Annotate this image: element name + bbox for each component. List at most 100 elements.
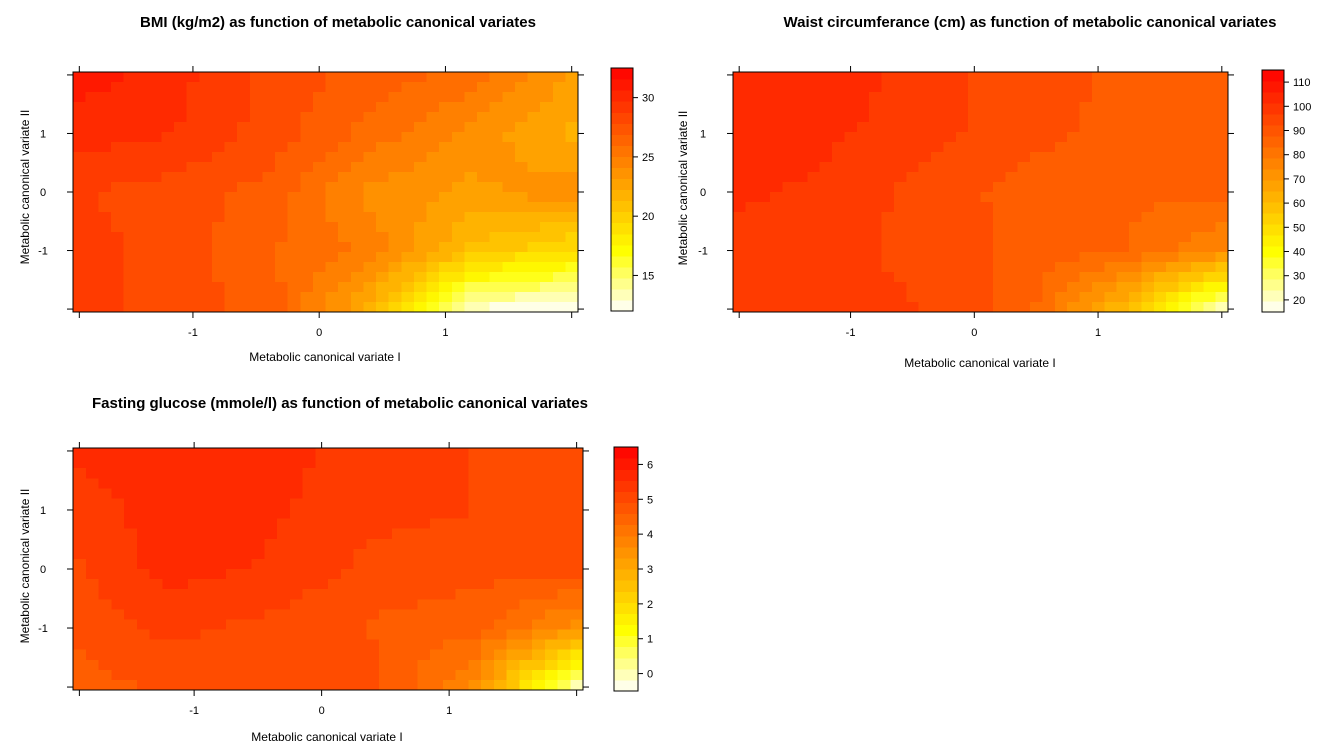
bmi-heat-cell: [388, 112, 402, 123]
bmi-heat-cell: [413, 112, 428, 123]
waist-heat-cell: [1178, 142, 1192, 153]
glucose-heat-cell: [570, 498, 584, 510]
waist-heat-cell: [893, 92, 907, 103]
waist-heat-cell: [1141, 162, 1155, 173]
glucose-heat-cell: [85, 508, 100, 520]
glucose-heat-cell: [544, 669, 559, 681]
waist-heat-cell: [918, 272, 932, 283]
glucose-heat-cell: [379, 609, 393, 621]
waist-heat-cell: [931, 212, 944, 223]
bmi-heat-cell: [161, 72, 175, 83]
bmi-heat-cell: [514, 162, 529, 173]
glucose-heat-cell: [493, 609, 508, 621]
waist-heat-cell: [1079, 242, 1093, 253]
waist-heat-cell: [1079, 182, 1093, 193]
waist-heat-cell: [1215, 152, 1229, 163]
bmi-heat-cell: [161, 172, 175, 183]
glucose-heat-cell: [111, 498, 125, 510]
waist-heat-cell: [807, 152, 821, 163]
glucose-heat-cell: [430, 538, 444, 550]
glucose-heat-cell: [328, 548, 342, 560]
waist-heat-cell: [1190, 262, 1204, 273]
bmi-heat-cell: [85, 112, 99, 123]
glucose-heat-cell: [391, 518, 406, 530]
waist-heat-cell: [807, 162, 821, 173]
glucose-heat-cell: [264, 458, 278, 469]
waist-heat-cell: [881, 192, 895, 203]
bmi-heat-cell: [401, 102, 415, 113]
waist-heat-cell: [794, 172, 808, 183]
glucose-heat-cell: [379, 478, 393, 489]
glucose-heat-cell: [277, 619, 291, 631]
bmi-heat-cell: [262, 82, 276, 93]
bmi-heat-cell: [174, 132, 188, 143]
waist-heat-cell: [955, 242, 969, 253]
glucose-heat-cell: [366, 468, 380, 479]
glucose-heat-cell: [238, 649, 253, 661]
bmi-heat-cell: [275, 92, 289, 103]
glucose-heat-cell: [226, 448, 240, 459]
bmi-heat-cell: [161, 162, 175, 173]
glucose-heat-cell: [98, 528, 112, 540]
bmi-heat-cell: [514, 102, 529, 113]
bmi-heat-cell: [363, 152, 377, 163]
glucose-heat-cell: [468, 548, 482, 560]
glucose-heat-cell: [149, 659, 163, 671]
waist-heat-cell: [757, 262, 771, 273]
glucose-heat-cell: [213, 629, 227, 641]
bmi-heat-cell: [376, 72, 390, 83]
glucose-heat-cell: [213, 609, 227, 621]
glucose-heat-cell: [149, 508, 163, 520]
bmi-heat-cell: [136, 152, 150, 163]
bmi-heat-cell: [552, 292, 566, 303]
bmi-heat-cell: [527, 182, 541, 193]
bmi-heat-cell: [325, 282, 339, 293]
glucose-heat-cell: [340, 468, 355, 479]
waist-heat-cell: [918, 142, 932, 153]
waist-heat-cell: [745, 182, 759, 193]
bmi-heat-cell: [136, 212, 150, 223]
bmi-heat-cell: [565, 132, 579, 143]
waist-heat-cell: [733, 292, 746, 303]
bmi-heat-cell: [401, 192, 415, 203]
glucose-heat-cell: [289, 599, 304, 610]
waist-heat-cell: [819, 72, 833, 83]
waist-heat-cell: [881, 82, 895, 93]
waist-colorbar-swatch: [1262, 180, 1284, 192]
glucose-heat-cell: [289, 478, 304, 489]
waist-heat-cell: [1054, 272, 1068, 283]
glucose-heat-cell: [544, 558, 559, 570]
bmi-heat-cell: [565, 192, 579, 203]
waist-heat-cell: [1067, 152, 1081, 163]
glucose-heat-cell: [557, 599, 571, 610]
bmi-heat-cell: [287, 152, 301, 163]
bmi-heat-cell: [376, 202, 390, 213]
glucose-heat-cell: [136, 569, 151, 580]
bmi-heat-cell: [514, 242, 529, 253]
bmi-heat-cell: [199, 82, 213, 93]
glucose-heat-cell: [570, 589, 584, 600]
bmi-heat-cell: [211, 132, 226, 143]
bmi-heat-cell: [224, 142, 238, 153]
waist-heat-cell: [1129, 122, 1142, 133]
glucose-heat-cell: [73, 558, 87, 570]
bmi-heat-cell: [136, 202, 150, 213]
bmi-heat-cell: [325, 102, 339, 113]
bmi-heat-cell: [224, 292, 238, 303]
glucose-heat-cell: [519, 599, 533, 610]
bmi-heat-cell: [489, 212, 503, 223]
waist-heat-cell: [819, 182, 833, 193]
glucose-heat-cell: [98, 639, 112, 651]
glucose-heat-cell: [519, 478, 533, 489]
waist-heat-cell: [1091, 242, 1105, 253]
bmi-heat-cell: [262, 232, 276, 243]
waist-heat-cell: [1215, 232, 1229, 243]
bmi-heat-cell: [350, 142, 364, 153]
bmi-heat-cell: [262, 212, 276, 223]
glucose-heat-cell: [289, 558, 304, 570]
waist-heat-cell: [893, 212, 907, 223]
bmi-heat-cell: [136, 302, 150, 313]
glucose-heat-cell: [302, 518, 316, 530]
waist-heat-cell: [745, 222, 759, 233]
waist-heat-cell: [1042, 162, 1056, 173]
